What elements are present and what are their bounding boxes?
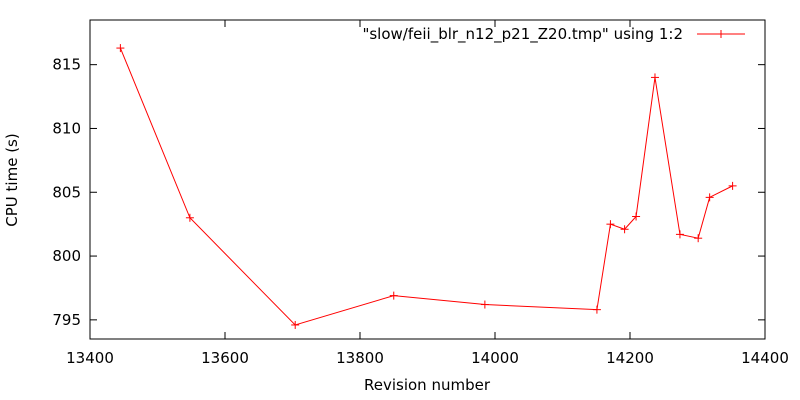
- plot-frame: [89, 19, 766, 340]
- data-point: [728, 181, 737, 190]
- y-tick-label: 805: [52, 183, 81, 201]
- legend-marker: [717, 30, 725, 38]
- x-tick-label: 13400: [66, 349, 114, 367]
- series-line: [119, 47, 733, 326]
- x-tick-label: 13800: [336, 349, 384, 367]
- x-tick-label: 14000: [471, 349, 519, 367]
- data-point: [480, 300, 489, 309]
- x-tick-label: 14400: [741, 349, 789, 367]
- data-point: [650, 73, 659, 82]
- y-axis-label: CPU time (s): [3, 133, 21, 226]
- y-tick-label: 815: [52, 56, 81, 74]
- legend-label: "slow/feii_blr_n12_p21_Z20.tmp" using 1:…: [362, 25, 683, 44]
- data-point: [694, 234, 703, 243]
- x-axis-label: Revision number: [364, 376, 491, 394]
- y-tick-label: 810: [52, 119, 81, 137]
- plot-area: [116, 44, 737, 329]
- x-tick-label: 14200: [606, 349, 654, 367]
- data-point: [620, 225, 629, 234]
- data-point: [632, 212, 641, 221]
- data-point: [675, 230, 684, 239]
- chart-axes: 13400 13600 13800 14000 14200 14400 795 800 805 8…: [52, 19, 789, 367]
- legend: "slow/feii_blr_n12_p21_Z20.tmp" using 1:…: [362, 25, 745, 44]
- data-point: [389, 291, 398, 300]
- y-tick-label: 795: [52, 311, 81, 329]
- data-point: [606, 220, 615, 229]
- x-tick-label: 13600: [201, 349, 249, 367]
- data-point: [185, 213, 194, 222]
- y-tick-label: 800: [52, 247, 81, 265]
- data-point: [592, 305, 601, 314]
- data-point: [116, 44, 125, 53]
- data-point: [705, 193, 714, 202]
- data-point: [291, 320, 300, 329]
